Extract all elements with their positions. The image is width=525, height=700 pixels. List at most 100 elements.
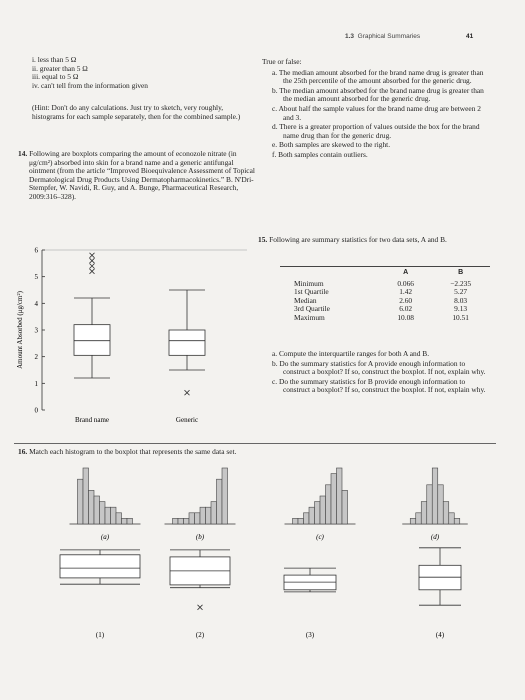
statement-text: The median amount absorbed for the brand…: [278, 67, 484, 86]
row-label: Minimum: [294, 278, 324, 288]
column-header: B: [458, 269, 464, 276]
outlier: [184, 389, 190, 396]
y-tick-label: 6: [35, 247, 39, 255]
histogram-bar: [314, 501, 321, 525]
cell: 9.13: [454, 304, 468, 314]
histogram-bar: [99, 501, 106, 525]
boxplot-label: (2): [196, 631, 205, 639]
true-false: True or false: a. The median amount abso…: [262, 57, 490, 161]
statement: c. About half the sample values for the …: [272, 104, 490, 122]
cell: 2.60: [399, 295, 413, 305]
cell: 8.03: [454, 295, 468, 305]
histogram-bar: [115, 512, 122, 525]
statement: e. Both samples are skewed to the right.: [272, 141, 490, 150]
running-header: 1.3 Graphical Summaries: [345, 33, 420, 42]
histogram-label: (a): [101, 533, 110, 541]
problem-15: 15. Following are summary statistics for…: [258, 235, 504, 245]
statement-text: There is a greater proportion of values …: [279, 122, 480, 140]
statement-text: Both samples are skewed to the right.: [279, 140, 391, 150]
histogram-bar: [453, 518, 461, 525]
boxplot-figure: 0 1 2 3 4 5 6 Amount Absorbed (μg/cm²) Brand nam…: [16, 247, 247, 424]
table-row: 3rd Quartile 6.02 9.13: [280, 305, 490, 314]
histogram-bar: [210, 501, 217, 525]
histogram-bar: [409, 518, 417, 525]
histogram-bar: [194, 512, 201, 525]
cell: −2.235: [450, 278, 472, 288]
row-label: Median: [294, 295, 317, 305]
question: b. Do the summary statistics for A provi…: [272, 358, 494, 377]
histogram-bar: [77, 478, 84, 525]
histogram-bar: [426, 484, 433, 525]
histogram-bar: [319, 495, 326, 525]
cell: 0.066: [397, 278, 414, 288]
y-tick-label: 3: [35, 327, 39, 335]
histogram-bar: [420, 501, 428, 525]
summary-table: A B Minimum 0.066 −2.235 1st Quartile 1.42 5.27…: [280, 267, 490, 323]
histogram-bar: [188, 512, 195, 525]
histogram-bar: [126, 518, 133, 525]
histogram-label: (c): [316, 533, 324, 541]
y-tick-label: 1: [35, 380, 39, 388]
statement-text: Both samples contain outliers.: [278, 149, 368, 159]
section-number: 1.3: [345, 33, 355, 40]
problem-text: Following are summary statistics for two…: [269, 235, 447, 244]
box: [59, 554, 141, 579]
letter: c.: [272, 376, 278, 386]
category-label: Generic: [176, 416, 198, 424]
option: ii. greater than 5 Ω: [32, 63, 88, 73]
row-label: Maximum: [294, 312, 325, 322]
histogram-bar: [437, 484, 444, 525]
hint: (Hint: Don't do any calculations. Just t…: [32, 103, 241, 121]
histogram-bar: [415, 512, 422, 525]
outlier: [89, 252, 95, 259]
histogram-bar: [431, 467, 439, 525]
histogram-bar: [183, 518, 190, 525]
histogram-bar: [303, 512, 310, 525]
table-row: Maximum 10.08 10.51: [280, 312, 490, 323]
histogram-bar: [297, 518, 304, 525]
true-false-items: a. The median amount absorbed for the br…: [262, 67, 490, 160]
y-tick-label: 5: [35, 273, 39, 281]
true-false-heading: True or false:: [262, 57, 302, 66]
histogram-bar: [172, 518, 179, 525]
statement: f. Both samples contain outliers.: [272, 149, 490, 160]
category-label: Brand name: [75, 416, 109, 424]
histogram-bar: [448, 512, 455, 525]
histogram-bar: [292, 518, 299, 525]
problem-14: 14. Following are boxplots comparing the…: [18, 149, 259, 202]
cell: 1.42: [399, 287, 413, 297]
section-title: Graphical Summaries: [357, 33, 421, 40]
corner: [280, 267, 380, 280]
outlier: [89, 263, 95, 269]
table-row: Median 2.60 8.03: [280, 295, 490, 306]
question-text: Compute the interquartile ranges for bot…: [279, 349, 430, 358]
matching-figure: (a) (b) (c) (d) (1) (2) (3) (4): [59, 467, 468, 639]
letter: f.: [272, 149, 277, 159]
outlier: [197, 604, 203, 611]
problem-text: Following are boxplots comparing the amo…: [29, 149, 255, 201]
cell: 10.51: [452, 312, 469, 322]
option: iv. can't tell from the information give…: [32, 80, 148, 90]
row-label: 3rd Quartile: [294, 304, 330, 314]
page-number: 41: [466, 33, 474, 40]
boxplot-label: (4): [436, 631, 445, 639]
problem-text: Match each histogram to the boxplot that…: [29, 447, 237, 456]
letter: b.: [272, 85, 278, 95]
cell: 5.27: [454, 287, 468, 297]
table-row: 1st Quartile 1.42 5.27: [280, 288, 490, 297]
histogram-bar: [442, 501, 450, 525]
problem-16: 16. Match each histogram to the boxplot …: [18, 447, 488, 457]
problem-15-questions: a. Compute the interquartile ranges for …: [272, 349, 494, 396]
histogram-bar: [308, 506, 315, 525]
question-text: Do the summary statistics for A provide …: [279, 358, 486, 377]
problem-number: 15.: [258, 235, 268, 244]
outlier: [89, 268, 95, 275]
column-header: A: [403, 269, 409, 276]
problem-number: 16.: [18, 447, 28, 456]
boxplot-label: (3): [306, 631, 315, 639]
histogram-label: (d): [431, 533, 440, 541]
question-text: Do the summary statistics for B provide …: [279, 376, 486, 395]
